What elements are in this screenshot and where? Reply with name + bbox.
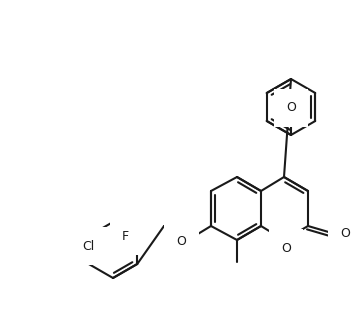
Text: O: O — [176, 234, 186, 247]
Text: O: O — [281, 241, 291, 255]
Text: F: F — [122, 229, 129, 242]
Text: O: O — [286, 101, 296, 114]
Text: O: O — [340, 226, 350, 239]
Text: Cl: Cl — [83, 239, 95, 253]
